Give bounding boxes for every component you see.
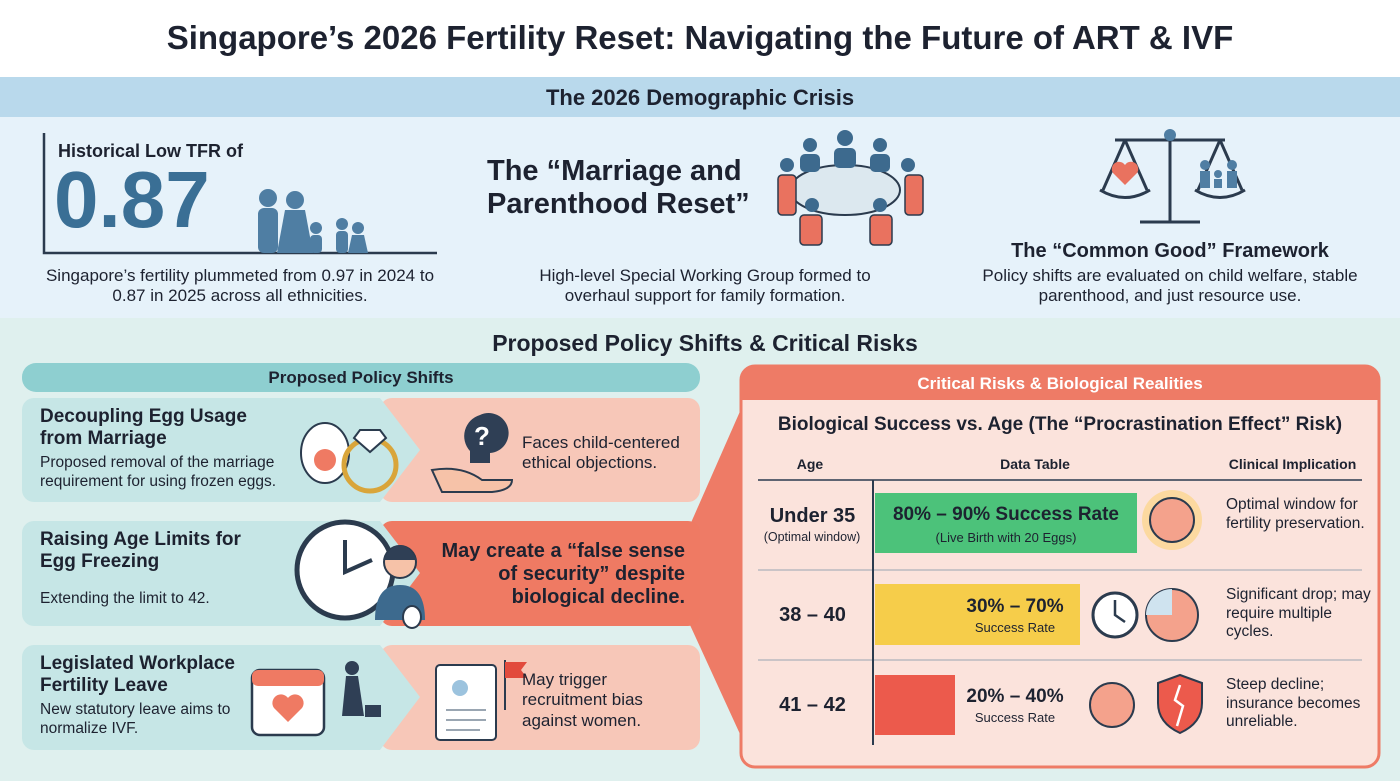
rate-note: Success Rate (974, 710, 1056, 725)
reset-title: The “Marriage and Parenthood Reset” (487, 155, 750, 221)
column-header: Clinical Implication (1228, 456, 1357, 472)
table-title: Biological Success vs. Age (The “Procras… (777, 414, 1343, 435)
implication: Significant drop; may require multiple c… (1226, 586, 1371, 641)
tfr-label: Historical Low TFR of (58, 141, 244, 161)
age: 41 – 42 (779, 694, 846, 716)
age: 38 – 40 (779, 604, 846, 626)
rate-note: Success Rate (974, 620, 1056, 635)
implication: Optimal window for fertility preservatio… (1226, 496, 1365, 532)
tfr-text: Singapore’s fertility plummeted from 0.9… (45, 266, 435, 306)
section-heading: The 2026 Demographic Crisis (545, 85, 855, 110)
shift-risk: Faces child-centered ethical objections. (522, 433, 680, 473)
column-header: Data Table (1000, 456, 1070, 472)
page-title: Singapore’s 2026 Fertility Reset: Naviga… (166, 19, 1234, 56)
rate: 30% – 70% (966, 596, 1064, 617)
shift-risk: May create a “false sense of security” d… (441, 540, 686, 608)
shift-title: Legislated Workplace Fertility Leave (40, 653, 235, 696)
svg-text:?: ? (474, 421, 490, 451)
risks-heading: Critical Risks & Biological Realities (917, 374, 1203, 393)
column-header: Age (796, 456, 824, 472)
rate: 80% – 90% Success Rate (892, 504, 1120, 525)
shift-title: Decoupling Egg Usage from Marriage (40, 406, 247, 449)
tfr-value: 0.87 (54, 155, 210, 244)
shifts-heading: Proposed Policy Shifts (268, 368, 454, 387)
implication: Steep decline; insurance becomes unrelia… (1226, 676, 1361, 731)
age-note: (Optimal window) (763, 530, 861, 544)
shift-risk: May trigger recruitment bias against wom… (522, 670, 643, 730)
age: Under 35 (769, 505, 856, 527)
reset-text: High-level Special Working Group formed … (539, 266, 871, 306)
common-good-text: Policy shifts are evaluated on child wel… (982, 266, 1358, 306)
section-heading: Proposed Policy Shifts & Critical Risks (492, 330, 918, 356)
shift-text: Proposed removal of the marriage require… (40, 454, 277, 490)
shift-text: New statutory leave aims to normalize IV… (40, 701, 231, 737)
shift-title: Raising Age Limits for Egg Freezing (40, 529, 241, 572)
common-good-title: The “Common Good” Framework (1011, 240, 1329, 262)
rate-note: (Live Birth with 20 Eggs) (935, 530, 1077, 545)
rate: 20% – 40% (966, 686, 1064, 707)
shift-text: Extending the limit to 42. (40, 590, 210, 607)
